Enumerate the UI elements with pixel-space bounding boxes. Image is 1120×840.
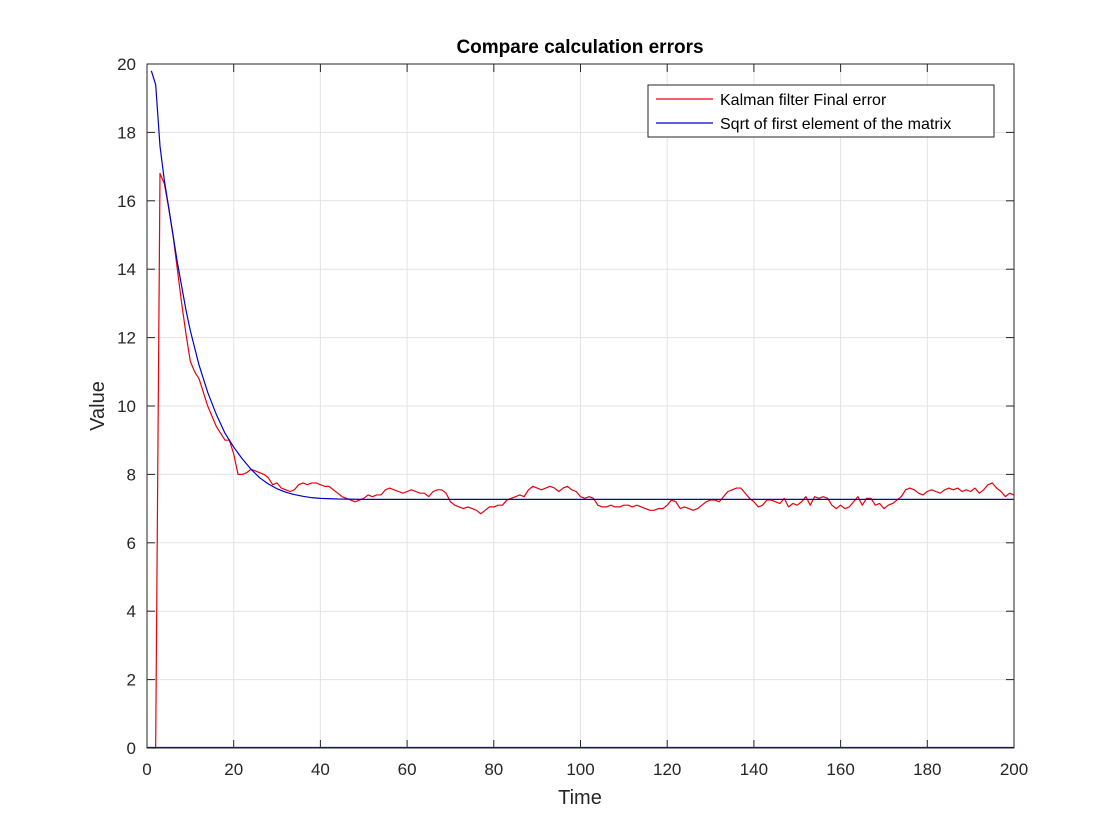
y-tick-label: 4 [127,602,136,621]
x-tick-label: 80 [484,760,503,779]
y-tick-label: 18 [117,123,136,142]
y-tick-label: 16 [117,192,136,211]
x-tick-label: 40 [311,760,330,779]
y-tick-label: 12 [117,329,136,348]
series-line-1 [151,172,1015,749]
x-tick-label: 180 [913,760,941,779]
x-tick-label: 200 [1000,760,1028,779]
legend-label-1: Kalman filter Final error [720,92,887,109]
y-tick-label: 20 [117,55,136,74]
y-tick-label: 0 [127,739,136,758]
x-tick-label: 140 [740,760,768,779]
axes [146,63,1015,749]
x-tick-label: 100 [566,760,594,779]
x-tick-label: 160 [826,760,854,779]
y-tick-label: 14 [117,260,136,279]
y-tick-label: 8 [127,465,136,484]
legend-box [647,84,995,138]
x-tick-label: 120 [653,760,681,779]
grid [147,64,1014,748]
y-tick-label: 10 [117,397,136,416]
x-tick-label: 20 [224,760,243,779]
x-axis-label: Time [558,787,602,809]
chart-title: Compare calculation errors [456,37,703,58]
tick-labels: 0 20 40 60 80 100 120 140 160 180 200 0 2 4 6 8 10 12 14 16… [117,55,1028,779]
y-axis-label: Value [87,381,109,431]
y-tick-label: 6 [127,534,136,553]
x-tick-label: 60 [398,760,417,779]
y-tick-label: 2 [127,671,136,690]
legend-label-2: Sqrt of first element of the matrix [720,116,951,133]
series-line-2 [150,70,1014,500]
x-tick-label: 0 [142,760,151,779]
legend: Kalman filter Final error Sqrt of first e… [647,84,995,138]
